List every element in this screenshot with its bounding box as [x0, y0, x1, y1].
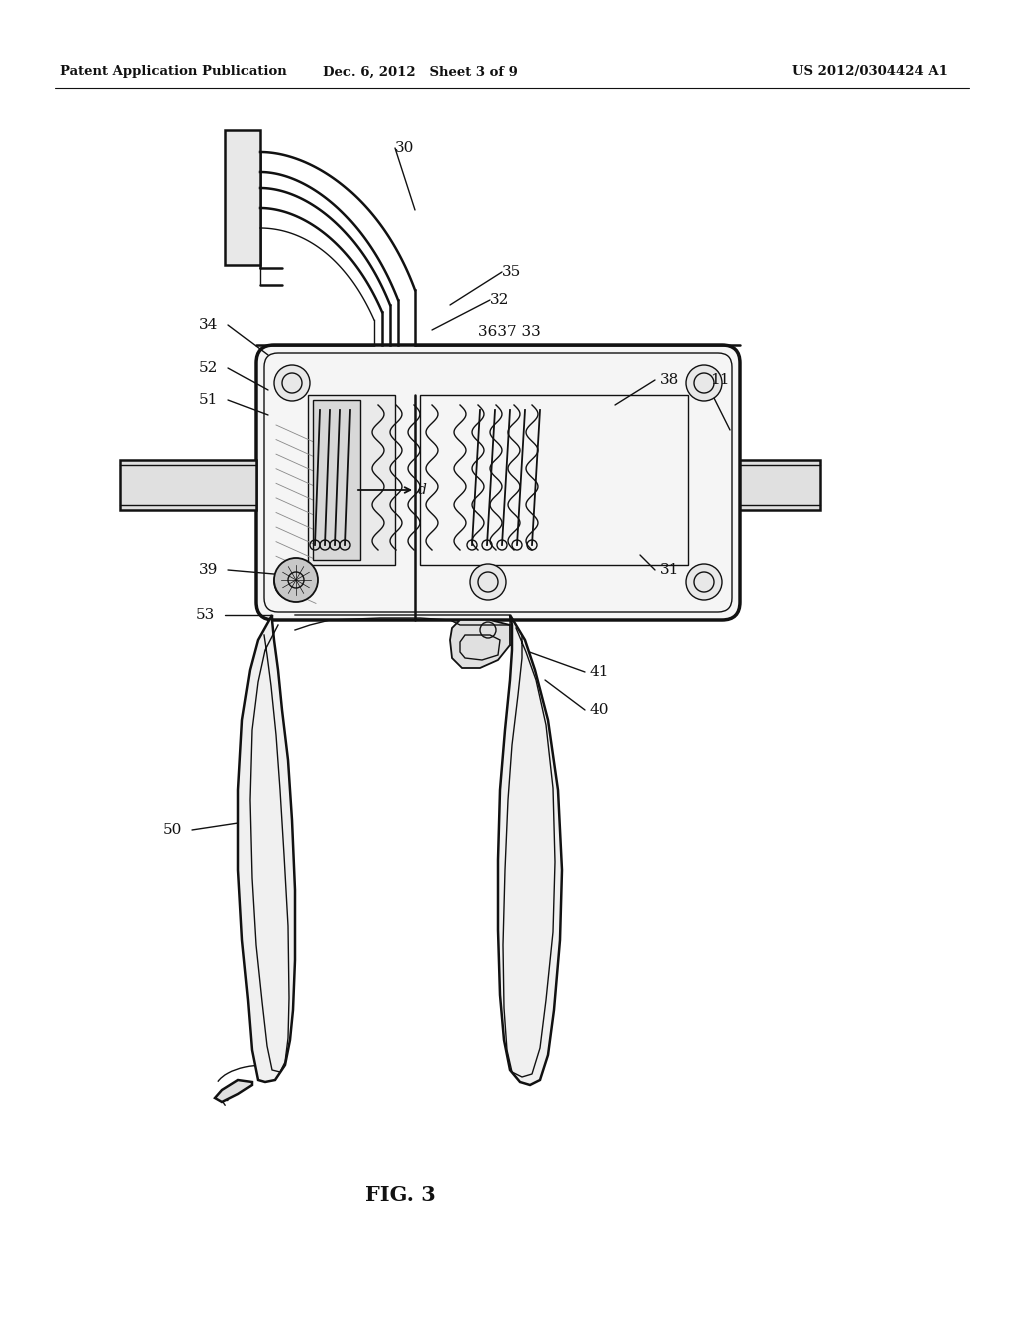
Text: 40: 40 — [590, 704, 609, 717]
Text: 3637 33: 3637 33 — [478, 325, 541, 339]
Circle shape — [274, 558, 318, 602]
Polygon shape — [225, 129, 260, 265]
Polygon shape — [308, 395, 395, 565]
Text: d: d — [418, 483, 427, 498]
Text: 32: 32 — [490, 293, 509, 308]
Polygon shape — [450, 620, 510, 668]
Text: US 2012/0304424 A1: US 2012/0304424 A1 — [792, 66, 948, 78]
Text: 34: 34 — [199, 318, 218, 333]
Text: FIG. 3: FIG. 3 — [365, 1185, 435, 1205]
Polygon shape — [238, 615, 295, 1082]
Text: Dec. 6, 2012   Sheet 3 of 9: Dec. 6, 2012 Sheet 3 of 9 — [323, 66, 517, 78]
Circle shape — [686, 564, 722, 601]
Polygon shape — [215, 1080, 252, 1102]
FancyBboxPatch shape — [256, 345, 740, 620]
Text: Patent Application Publication: Patent Application Publication — [60, 66, 287, 78]
Text: 53: 53 — [196, 609, 215, 622]
Text: 39: 39 — [199, 564, 218, 577]
Circle shape — [274, 366, 310, 401]
Text: 41: 41 — [590, 665, 609, 678]
Text: 51: 51 — [199, 393, 218, 407]
Text: 38: 38 — [660, 374, 679, 387]
Circle shape — [470, 564, 506, 601]
Circle shape — [274, 564, 310, 601]
Circle shape — [686, 366, 722, 401]
Text: 35: 35 — [502, 265, 521, 279]
Text: 50: 50 — [163, 822, 182, 837]
Polygon shape — [313, 400, 360, 560]
Text: 30: 30 — [395, 141, 415, 154]
Polygon shape — [120, 459, 256, 510]
Text: 11: 11 — [710, 374, 729, 387]
Polygon shape — [740, 459, 820, 510]
Text: 52: 52 — [199, 360, 218, 375]
Text: 31: 31 — [660, 564, 679, 577]
Polygon shape — [498, 615, 562, 1085]
